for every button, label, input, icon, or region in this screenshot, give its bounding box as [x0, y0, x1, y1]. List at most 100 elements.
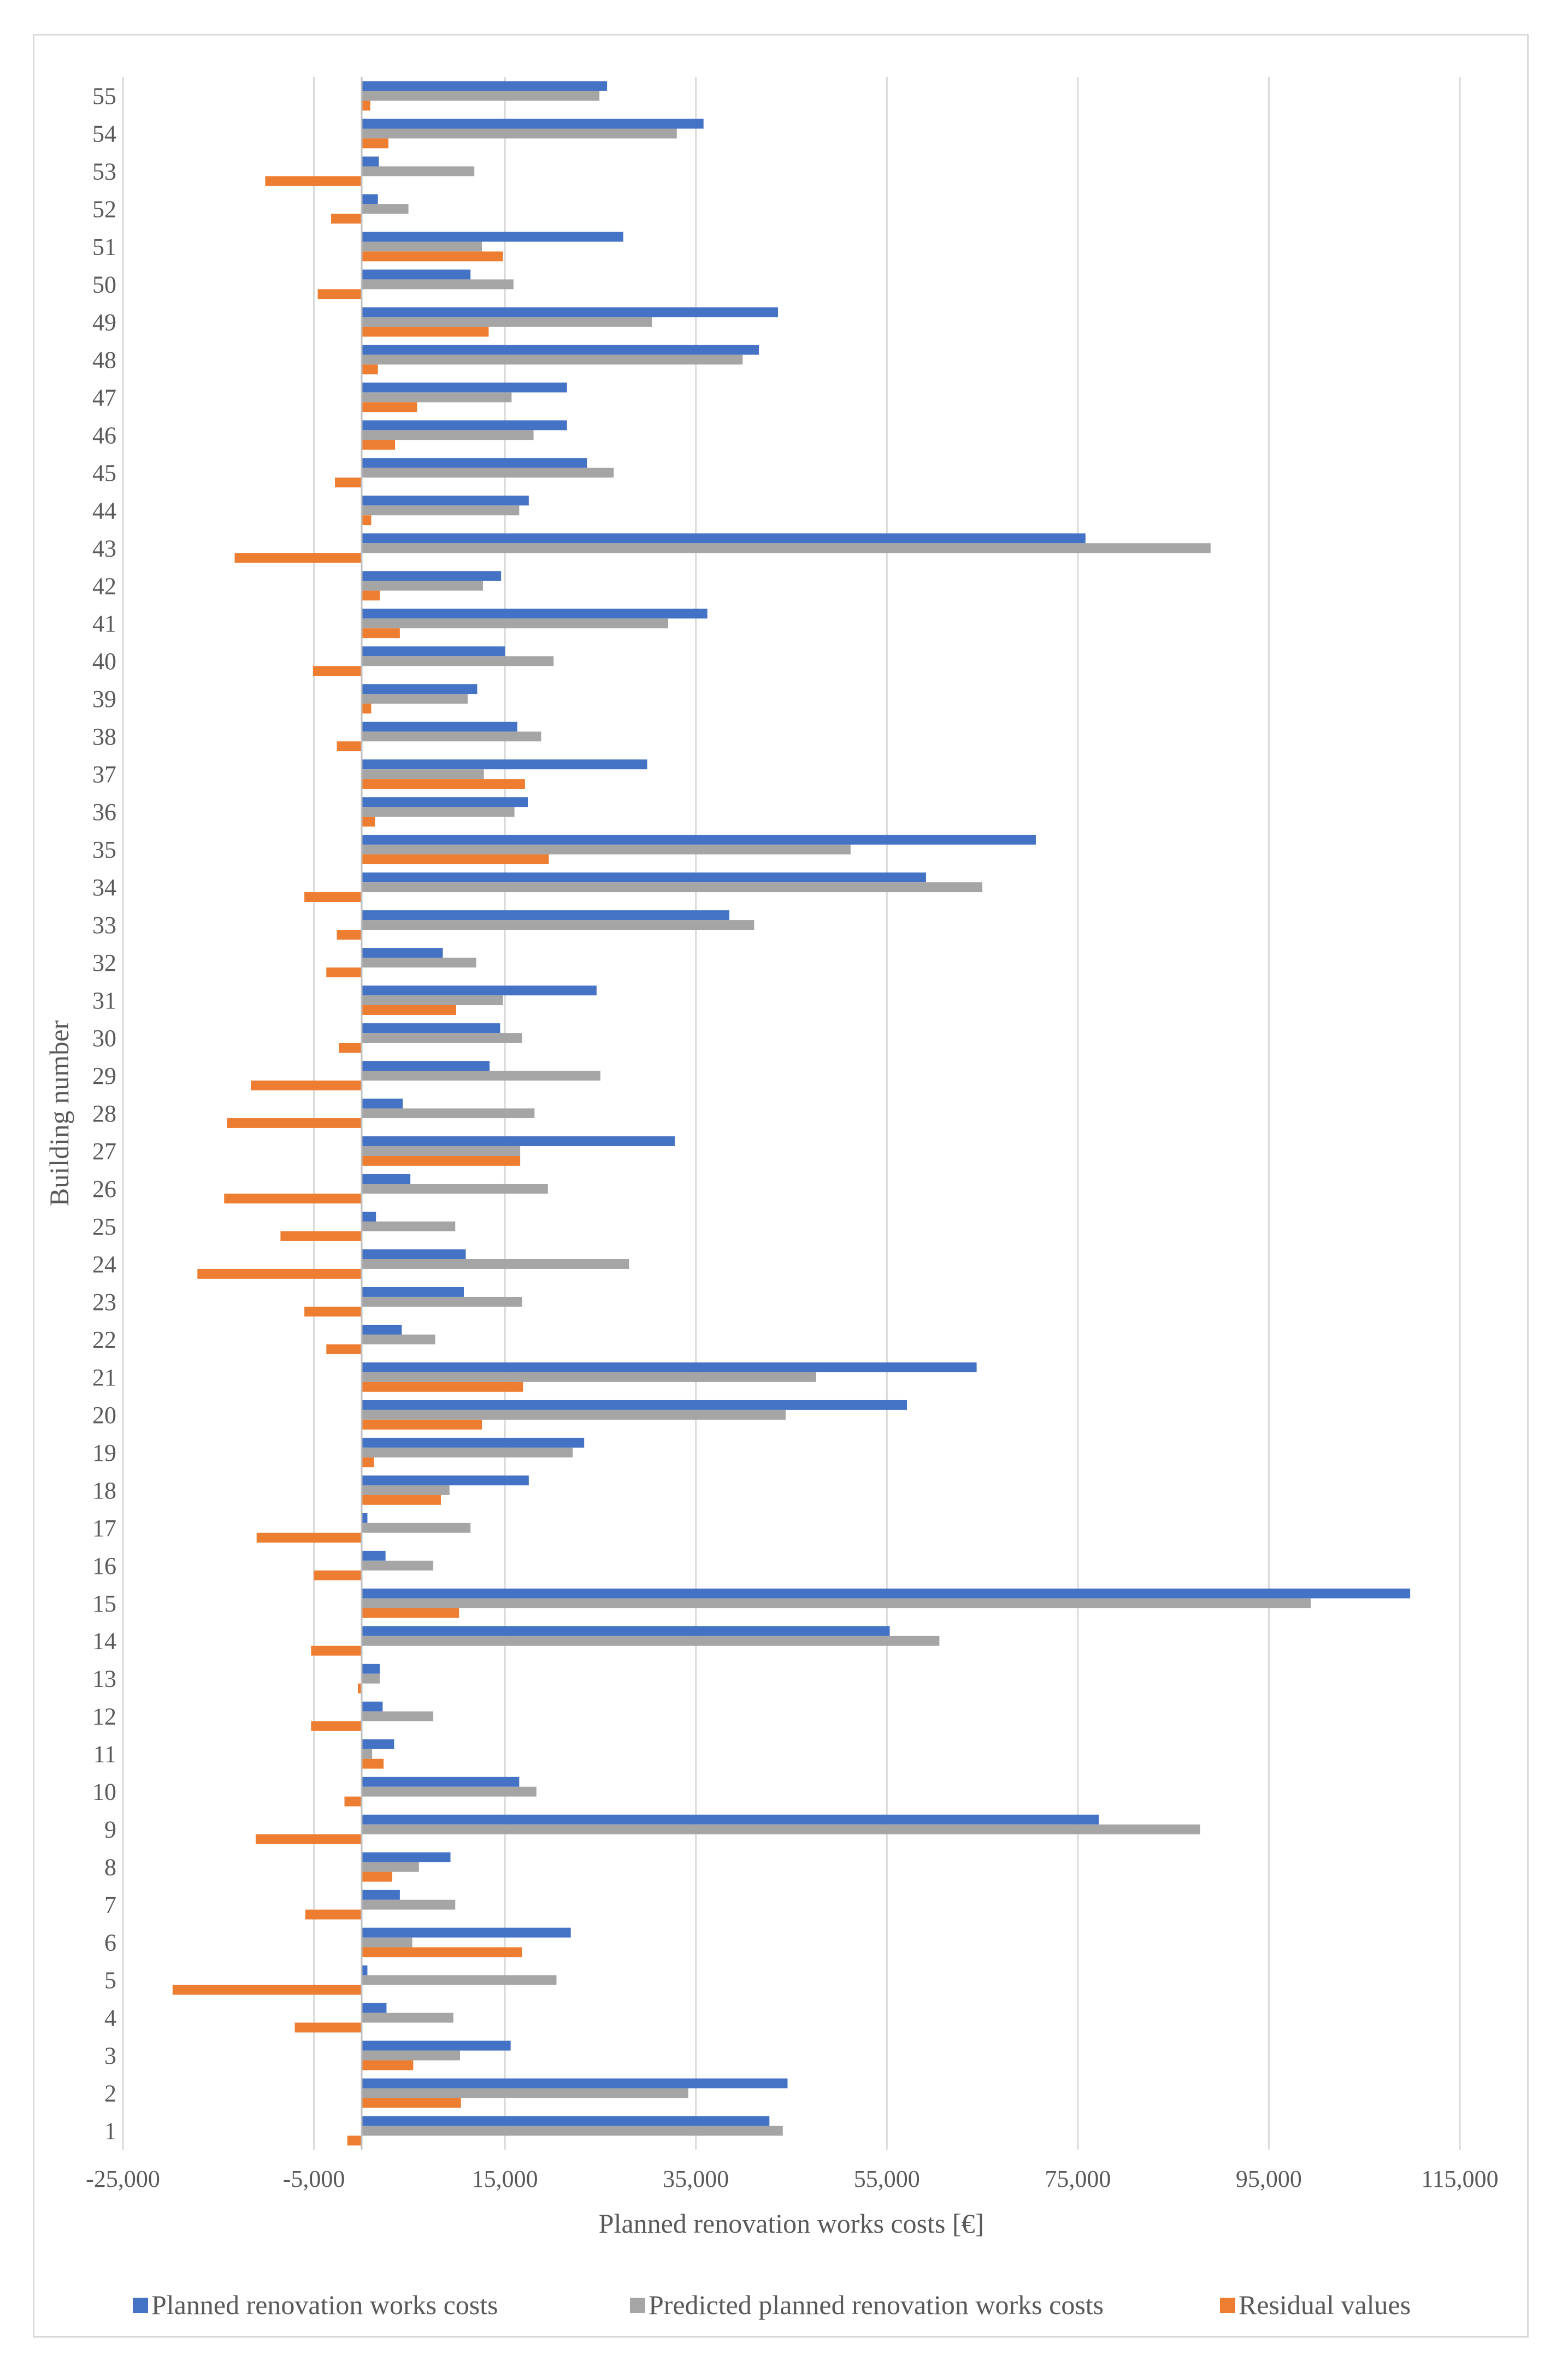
y-axis-title: Building number	[44, 1020, 74, 1207]
bar-25-series-2	[280, 1231, 362, 1241]
bar-27-series-1	[361, 1146, 521, 1156]
bar-8-series-0	[361, 1852, 451, 1862]
bar-46-series-0	[361, 420, 567, 430]
bar-18-series-2	[361, 1495, 441, 1505]
bar-3-series-2	[361, 2060, 414, 2070]
bar-33-series-1	[361, 920, 754, 930]
bar-45-series-2	[335, 477, 362, 488]
bar-35-series-1	[361, 845, 851, 855]
bar-23-series-2	[304, 1306, 362, 1317]
bar-26-series-1	[361, 1183, 548, 1194]
bar-40-series-1	[361, 656, 554, 666]
bar-28-series-0	[361, 1099, 403, 1109]
bar-14-series-1	[361, 1636, 940, 1646]
y-tick-labels: 1234567891011121314151617181920212223242…	[92, 82, 116, 2144]
bar-46-series-1	[361, 430, 534, 440]
bar-9-series-0	[361, 1814, 1099, 1825]
bar-28-series-2	[227, 1118, 362, 1128]
bar-5-series-1	[361, 1975, 557, 1985]
bar-1-series-0	[361, 2116, 770, 2126]
bar-30-series-1	[361, 1033, 522, 1043]
y-tick-label: 24	[92, 1251, 116, 1278]
bar-13-series-1	[361, 1673, 380, 1684]
bar-53-series-2	[265, 176, 362, 186]
legend: Planned renovation works costs Predicted …	[133, 2290, 1411, 2320]
bar-49-series-0	[361, 307, 779, 317]
bar-44-series-0	[361, 495, 529, 506]
bar-13-series-2	[357, 1683, 362, 1693]
bar-54-series-2	[361, 138, 388, 149]
y-tick-label: 43	[92, 535, 116, 562]
bar-15-series-0	[361, 1588, 1411, 1598]
bar-10-series-1	[361, 1786, 537, 1797]
bar-53-series-1	[361, 166, 475, 176]
y-tick-label: 1	[104, 2118, 116, 2145]
bar-33-series-2	[337, 930, 362, 940]
bar-36-series-2	[361, 817, 375, 827]
x-tick-label: 115,000	[1421, 2165, 1498, 2192]
bar-55-series-2	[361, 101, 370, 111]
bar-9-series-2	[255, 1834, 362, 1844]
bar-51-series-2	[361, 251, 503, 262]
bar-49-series-1	[361, 317, 652, 327]
bar-23-series-0	[361, 1287, 464, 1297]
bar-22-series-0	[361, 1324, 402, 1335]
bar-48-series-1	[361, 355, 743, 365]
bar-1-series-2	[347, 2135, 362, 2146]
y-tick-label: 12	[92, 1703, 116, 1730]
bar-54-series-1	[361, 128, 677, 139]
bar-49-series-2	[361, 327, 489, 337]
y-tick-label: 25	[92, 1213, 116, 1240]
bar-17-series-0	[361, 1513, 368, 1523]
bar-9-series-1	[361, 1824, 1200, 1834]
y-tick-label: 38	[92, 723, 116, 750]
bar-11-series-1	[361, 1749, 373, 1759]
y-tick-label: 9	[104, 1816, 116, 1843]
bar-4-series-1	[361, 2013, 453, 2023]
y-tick-label: 30	[92, 1025, 116, 1052]
bar-52-series-0	[361, 194, 378, 204]
bar-2-series-1	[361, 2088, 688, 2098]
bar-6-series-0	[361, 1927, 571, 1938]
x-tick-label: 35,000	[663, 2165, 729, 2192]
bar-39-series-1	[361, 694, 468, 704]
y-tick-label: 5	[104, 1967, 116, 1994]
bar-8-series-1	[361, 1862, 419, 1872]
y-tick-label: 4	[104, 2005, 116, 2032]
bar-29-series-2	[251, 1080, 362, 1090]
y-tick-label: 20	[92, 1402, 116, 1429]
bar-11-series-0	[361, 1739, 394, 1749]
legend-label-2: Residual values	[1239, 2290, 1411, 2320]
bar-48-series-0	[361, 345, 759, 355]
y-tick-label: 50	[92, 271, 116, 298]
y-tick-label: 41	[92, 610, 116, 637]
bar-21-series-0	[361, 1362, 977, 1372]
bar-3-series-1	[361, 2050, 460, 2061]
bar-16-series-2	[314, 1570, 362, 1580]
x-tick-labels: -25,000 -5,000 15,000 35,000 55,000 75,000 95,…	[86, 2165, 1499, 2192]
y-tick-label: 53	[92, 158, 116, 185]
bar-24-series-0	[361, 1249, 466, 1259]
y-tick-label: 39	[92, 686, 116, 712]
bar-26-series-0	[361, 1174, 411, 1184]
bar-24-series-1	[361, 1259, 629, 1269]
bar-45-series-1	[361, 468, 614, 478]
bar-18-series-1	[361, 1485, 450, 1495]
bar-8-series-2	[361, 1872, 392, 1882]
legend-swatch-1	[630, 2298, 645, 2313]
bar-19-series-1	[361, 1447, 573, 1458]
y-tick-label: 14	[92, 1628, 116, 1655]
bar-42-series-0	[361, 571, 502, 581]
y-tick-label: 18	[92, 1477, 116, 1504]
y-tick-label: 35	[92, 836, 116, 863]
y-tick-label: 7	[104, 1892, 116, 1919]
bar-46-series-2	[361, 440, 396, 450]
bar-22-series-2	[326, 1344, 362, 1354]
bar-44-series-2	[361, 515, 372, 526]
bar-37-series-1	[361, 769, 484, 780]
y-tick-label: 8	[104, 1854, 116, 1881]
bar-20-series-2	[361, 1419, 482, 1430]
bar-36-series-0	[361, 797, 528, 807]
bar-4-series-0	[361, 2003, 387, 2013]
y-tick-label: 26	[92, 1176, 116, 1202]
